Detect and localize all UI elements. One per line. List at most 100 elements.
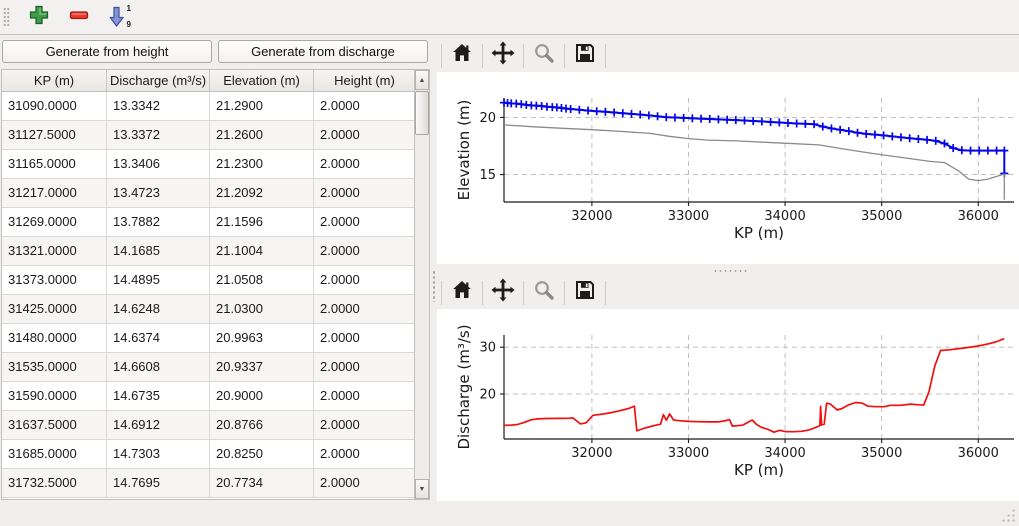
table-cell[interactable]: 31269.0000 <box>2 208 107 236</box>
table-cell[interactable]: 31217.0000 <box>2 179 107 207</box>
home-icon <box>450 278 474 307</box>
svg-text:32000: 32000 <box>571 209 612 224</box>
zoom-button[interactable] <box>528 42 560 70</box>
table-cell[interactable]: 31732.5000 <box>2 469 107 497</box>
table-cell[interactable]: 2.0000 <box>314 121 416 149</box>
elevation-chart-canvas[interactable]: 32000 33000 34000 35000 36000 15 20 KP (m) Eleva… <box>437 72 1019 264</box>
table-cell[interactable]: 2.0000 <box>314 150 416 178</box>
table-cell[interactable]: 20.8766 <box>210 411 314 439</box>
table-cell[interactable]: 13.4723 <box>107 179 210 207</box>
table-cell[interactable]: 2.0000 <box>314 469 416 497</box>
home-icon <box>450 41 474 70</box>
column-header-0[interactable]: KP (m) <box>2 70 107 91</box>
window-resize-grip[interactable] <box>1000 507 1016 523</box>
table-cell[interactable]: 31165.0000 <box>2 150 107 178</box>
table-cell[interactable]: 21.2092 <box>210 179 314 207</box>
generate-from-height-button[interactable]: Generate from height <box>2 40 212 63</box>
zoom-icon <box>532 41 556 70</box>
table-cell[interactable]: 31127.5000 <box>2 121 107 149</box>
toolbar-drag-handle[interactable] <box>3 7 10 27</box>
scroll-down-button[interactable]: ▼ <box>415 479 429 499</box>
save-button[interactable] <box>569 279 601 307</box>
table-cell[interactable]: 14.6374 <box>107 324 210 352</box>
table-cell[interactable]: 31637.5000 <box>2 411 107 439</box>
table-row: 31090.0000 13.3342 21.2900 2.0000 <box>2 92 429 121</box>
table-cell[interactable]: 14.6735 <box>107 382 210 410</box>
minus-icon <box>68 4 90 31</box>
scroll-up-button[interactable]: ▲ <box>415 70 429 90</box>
table-cell[interactable]: 2.0000 <box>314 324 416 352</box>
svg-text:20: 20 <box>479 111 496 126</box>
table-cell[interactable]: 20.9000 <box>210 382 314 410</box>
table-row: 31321.0000 14.1685 21.1004 2.0000 <box>2 237 429 266</box>
toolbar-separator <box>441 280 442 305</box>
table-cell[interactable]: 21.2900 <box>210 92 314 120</box>
table-cell[interactable]: 31321.0000 <box>2 237 107 265</box>
table-cell[interactable]: 13.3342 <box>107 92 210 120</box>
discharge-chart-toolbar <box>437 277 1019 308</box>
table-cell[interactable]: 21.0508 <box>210 266 314 294</box>
table-cell[interactable]: 21.1596 <box>210 208 314 236</box>
table-cell[interactable]: 2.0000 <box>314 353 416 381</box>
table-cell[interactable]: 2.0000 <box>314 295 416 323</box>
table-cell[interactable]: 13.3406 <box>107 150 210 178</box>
table-cell[interactable]: 14.6248 <box>107 295 210 323</box>
pan-button[interactable] <box>487 278 519 307</box>
table-row: 31165.0000 13.3406 21.2300 2.0000 <box>2 150 429 179</box>
table-cell[interactable]: 31535.0000 <box>2 353 107 381</box>
table-cell[interactable]: 2.0000 <box>314 266 416 294</box>
table-cell[interactable]: 31090.0000 <box>2 92 107 120</box>
svg-text:33000: 33000 <box>668 209 709 224</box>
svg-text:KP (m): KP (m) <box>734 461 784 479</box>
table-cell[interactable]: 21.2600 <box>210 121 314 149</box>
toolbar-separator <box>523 280 524 305</box>
sort-ascending-button[interactable]: 1 9 <box>102 3 136 31</box>
table-cell[interactable]: 14.7303 <box>107 440 210 468</box>
table-cell[interactable]: 31373.0000 <box>2 266 107 294</box>
svg-text:Discharge (m³/s): Discharge (m³/s) <box>455 324 473 449</box>
table-cell[interactable]: 14.7695 <box>107 469 210 497</box>
save-button[interactable] <box>569 42 601 70</box>
table-cell[interactable]: 31425.0000 <box>2 295 107 323</box>
scrollbar-thumb[interactable] <box>415 91 429 135</box>
table-cell[interactable]: 31590.0000 <box>2 382 107 410</box>
table-cell[interactable]: 20.9963 <box>210 324 314 352</box>
table-cell[interactable]: 20.9337 <box>210 353 314 381</box>
add-row-button[interactable] <box>22 3 56 31</box>
table-cell[interactable]: 13.3372 <box>107 121 210 149</box>
home-button[interactable] <box>446 42 478 70</box>
discharge-chart-canvas[interactable]: 32000 33000 34000 35000 36000 20 30 KP (m) Disch… <box>437 309 1019 501</box>
table-cell[interactable]: 2.0000 <box>314 411 416 439</box>
table-cell[interactable]: 31480.0000 <box>2 324 107 352</box>
table-cell[interactable]: 2.0000 <box>314 237 416 265</box>
vertical-splitter[interactable] <box>430 35 437 526</box>
table-cell[interactable]: 13.7882 <box>107 208 210 236</box>
pan-button[interactable] <box>487 41 519 70</box>
svg-text:34000: 34000 <box>764 446 805 461</box>
horizontal-splitter[interactable] <box>437 264 1019 277</box>
table-cell[interactable]: 20.8250 <box>210 440 314 468</box>
table-cell[interactable]: 21.1004 <box>210 237 314 265</box>
column-header-1[interactable]: Discharge (m³/s) <box>107 70 210 91</box>
table-vertical-scrollbar[interactable]: ▲ ▼ <box>414 70 429 499</box>
table-cell[interactable]: 14.1685 <box>107 237 210 265</box>
table-cell[interactable]: 14.4895 <box>107 266 210 294</box>
table-cell[interactable]: 31685.0000 <box>2 440 107 468</box>
zoom-button[interactable] <box>528 279 560 307</box>
table-cell[interactable]: 2.0000 <box>314 92 416 120</box>
table-row: 31217.0000 13.4723 21.2092 2.0000 <box>2 179 429 208</box>
table-cell[interactable]: 21.2300 <box>210 150 314 178</box>
table-cell[interactable]: 20.7734 <box>210 469 314 497</box>
remove-row-button[interactable] <box>62 3 96 31</box>
table-cell[interactable]: 2.0000 <box>314 440 416 468</box>
table-cell[interactable]: 2.0000 <box>314 382 416 410</box>
table-cell[interactable]: 14.6608 <box>107 353 210 381</box>
table-cell[interactable]: 2.0000 <box>314 208 416 236</box>
home-button[interactable] <box>446 279 478 307</box>
column-header-3[interactable]: Height (m) <box>314 70 416 91</box>
table-cell[interactable]: 14.6912 <box>107 411 210 439</box>
table-cell[interactable]: 2.0000 <box>314 179 416 207</box>
column-header-2[interactable]: Elevation (m) <box>210 70 314 91</box>
table-cell[interactable]: 21.0300 <box>210 295 314 323</box>
generate-from-discharge-button[interactable]: Generate from discharge <box>218 40 428 63</box>
